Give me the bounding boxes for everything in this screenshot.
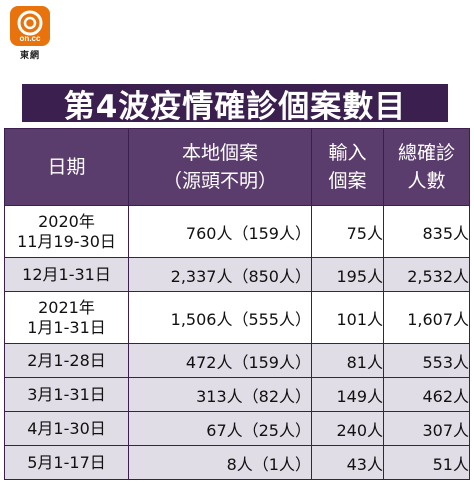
date-cell: 4月1-30日 [4, 411, 129, 446]
table-body: 2020年 11月19-30日 760人（159人） 75人 835人 12月1-31日 2… [4, 205, 470, 480]
local-cases-cell: 67人（25人） [128, 411, 312, 446]
local-cases-cell: 760人（159人） [128, 205, 312, 258]
total-cases-header: 總確診 人數 [383, 128, 470, 206]
header-label-line: 總確診 [397, 142, 455, 164]
imported-cases-cell: 149人 [311, 377, 384, 412]
logo-swirl-icon [17, 10, 43, 36]
chart-title: 第4波疫情確診個案數目 [63, 88, 407, 125]
table-row: 12月1-31日 2,337人（850人） 195人 2,532人 [4, 257, 470, 292]
date-cell: 12月1-31日 [4, 257, 129, 292]
local-cases-cell: 1,506人（555人） [128, 291, 312, 344]
imported-cases-cell: 81人 [311, 343, 384, 378]
date-line: 5月1-17日 [27, 452, 106, 472]
date-cell: 5月1-17日 [4, 445, 129, 480]
logo-mark-text: on.cc [19, 34, 41, 43]
total-cases-cell: 2,532人 [383, 257, 470, 292]
table-row: 4月1-30日 67人（25人） 240人 307人 [4, 411, 470, 446]
table-row: 5月1-17日 8人（1人） 43人 51人 [4, 445, 470, 480]
total-cases-cell: 51人 [383, 445, 470, 480]
total-cases-cell: 307人 [383, 411, 470, 446]
date-line: 12月1-31日 [22, 264, 111, 284]
local-cases-cell: 2,337人（850人） [128, 257, 312, 292]
local-cases-cell: 472人（159人） [128, 343, 312, 378]
imported-cases-cell: 240人 [311, 411, 384, 446]
total-cases-cell: 1,607人 [383, 291, 470, 344]
date-line: 11月19-30日 [17, 231, 116, 251]
imported-cases-cell: 195人 [311, 257, 384, 292]
imported-cases-cell: 101人 [311, 291, 384, 344]
date-line: 4月1-30日 [27, 418, 106, 438]
table-row: 3月1-31日 313人（82人） 149人 462人 [4, 377, 470, 412]
date-line: 1月1-31日 [27, 317, 106, 337]
table-header-row: 日期 本地個案 （源頭不明） 輸入 個案 總確診 人數 [4, 128, 470, 206]
header-label-line: （源頭不明） [162, 170, 277, 192]
total-cases-cell: 835人 [383, 205, 470, 258]
header-label-line: 日期 [47, 156, 86, 178]
imported-cases-cell: 75人 [311, 205, 384, 258]
logo-subtitle: 東網 [19, 51, 40, 61]
header-label-line: 本地個案 [181, 142, 258, 164]
header-label-line: 個案 [328, 170, 367, 192]
title-banner: 第4波疫情確診個案數目 [22, 84, 448, 125]
date-cell: 2月1-28日 [4, 343, 129, 378]
logo-badge: on.cc [10, 6, 50, 46]
date-line: 2月1-28日 [27, 350, 106, 370]
local-cases-header: 本地個案 （源頭不明） [128, 128, 312, 206]
table-row: 2021年 1月1-31日 1,506人（555人） 101人 1,607人 [4, 291, 470, 344]
total-cases-cell: 553人 [383, 343, 470, 378]
date-cell: 2021年 1月1-31日 [4, 291, 129, 344]
date-line: 2021年 [38, 297, 95, 317]
date-line: 2020年 [38, 211, 95, 231]
cases-table: 日期 本地個案 （源頭不明） 輸入 個案 總確診 人數 2020年 11月19-30日 760人… [4, 128, 470, 480]
local-cases-cell: 8人（1人） [128, 445, 312, 480]
total-cases-cell: 462人 [383, 377, 470, 412]
oncc-logo: on.cc 東網 [8, 6, 52, 64]
imported-cases-cell: 43人 [311, 445, 384, 480]
date-cell: 3月1-31日 [4, 377, 129, 412]
header-label-line: 輸入 [328, 142, 367, 164]
date-cell: 2020年 11月19-30日 [4, 205, 129, 258]
table-row: 2月1-28日 472人（159人） 81人 553人 [4, 343, 470, 378]
local-cases-cell: 313人（82人） [128, 377, 312, 412]
imported-cases-header: 輸入 個案 [311, 128, 384, 206]
date-header: 日期 [4, 128, 129, 206]
date-line: 3月1-31日 [27, 384, 106, 404]
header-label-line: 人數 [407, 170, 446, 192]
table-row: 2020年 11月19-30日 760人（159人） 75人 835人 [4, 205, 470, 258]
